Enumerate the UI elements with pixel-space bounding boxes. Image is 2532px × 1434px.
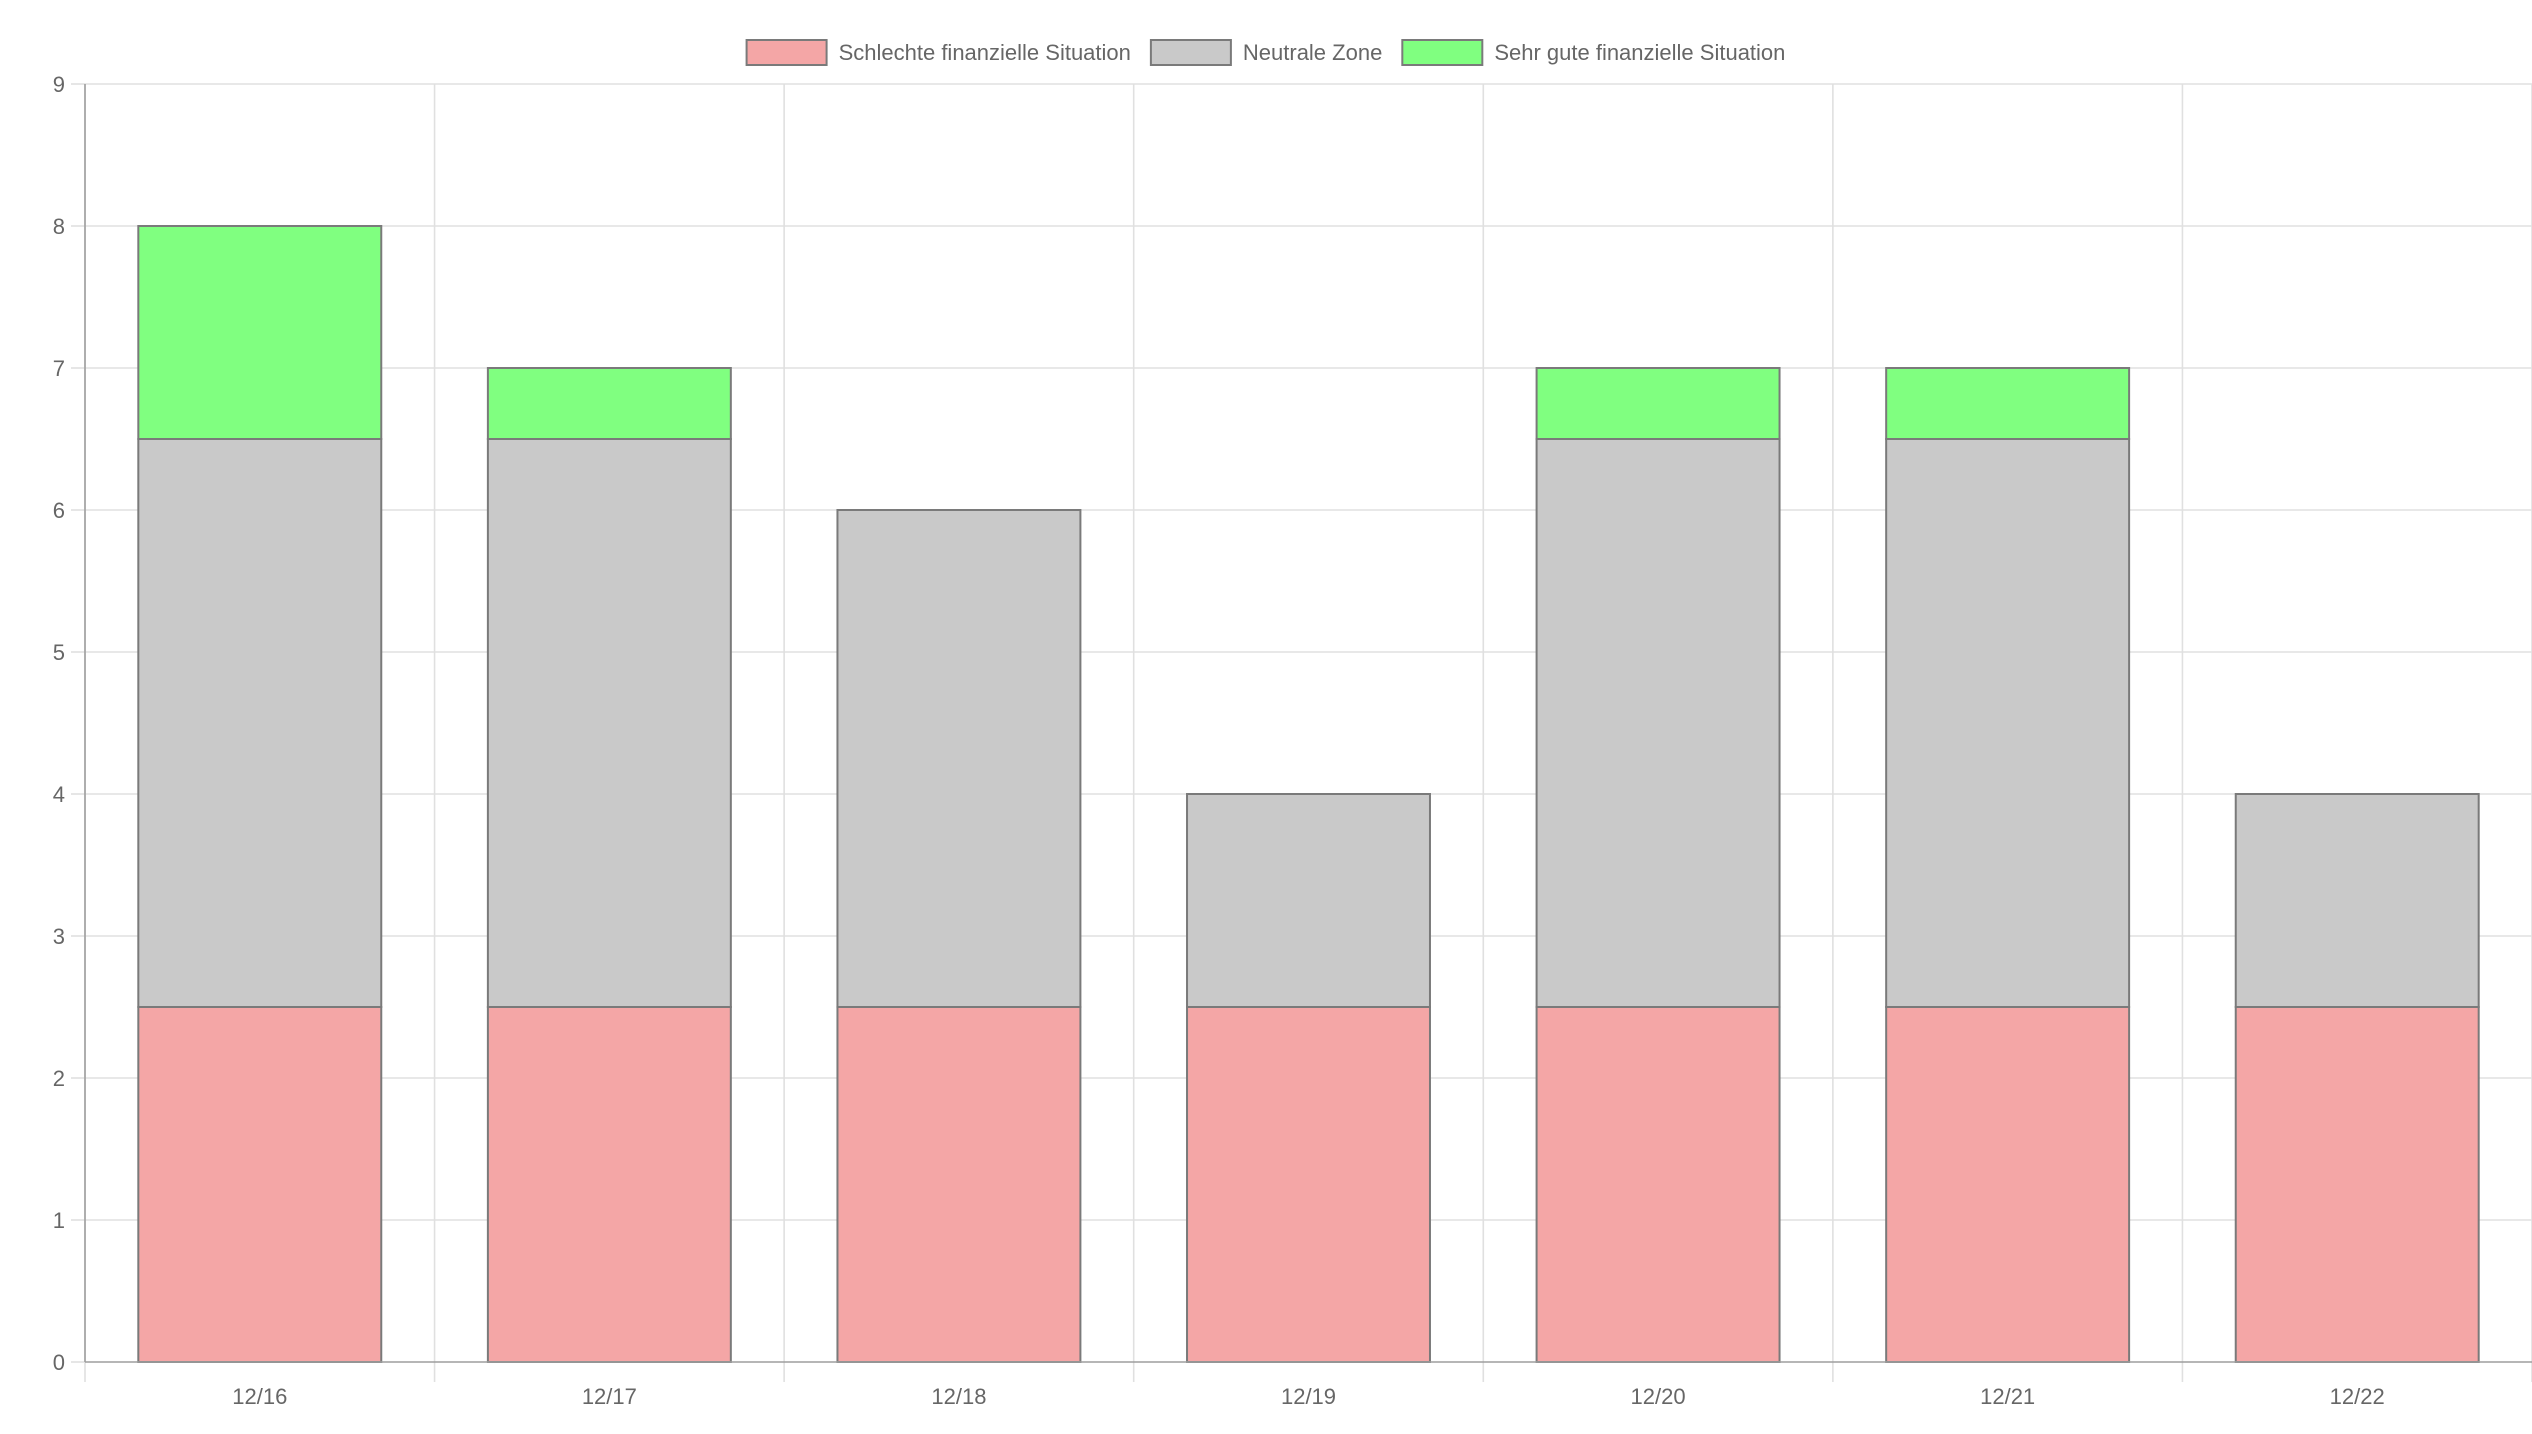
bar-segment-12-19-series-0 [1186, 1006, 1431, 1363]
bar-segment-12-21-series-0 [1885, 1006, 2131, 1363]
chart-bars [137, 225, 2480, 1363]
x-tick-label: 12/18 [931, 1384, 986, 1409]
bar-segment-12-21-series-1 [1885, 438, 2131, 1008]
y-tick-label: 6 [53, 498, 65, 523]
y-tick-label: 0 [53, 1350, 65, 1375]
x-tick-label: 12/17 [582, 1384, 637, 1409]
y-tick-label: 4 [53, 782, 65, 807]
y-tick-label: 9 [53, 72, 65, 97]
chart-legend: Schlechte finanzielle Situation Neutrale … [745, 39, 1785, 66]
legend-label-0[interactable]: Schlechte finanzielle Situation [839, 40, 1131, 65]
legend-swatch-1[interactable] [1149, 39, 1232, 66]
bar-segment-12-20-series-0 [1535, 1006, 1781, 1363]
bar-segment-12-16-series-1 [137, 438, 383, 1008]
legend-swatch-0[interactable] [745, 39, 828, 66]
bar-segment-12-22-series-0 [2234, 1006, 2480, 1363]
y-tick-label: 2 [53, 1066, 65, 1091]
bar-segment-12-17-series-0 [486, 1006, 732, 1363]
bar-segment-12-19-series-1 [1186, 793, 1431, 1008]
x-tick-label: 12/22 [2330, 1384, 2385, 1409]
legend-label-2[interactable]: Sehr gute finanzielle Situation [1494, 40, 1785, 65]
bar-segment-12-16-series-0 [137, 1006, 383, 1363]
legend-swatch-2[interactable] [1401, 39, 1484, 66]
x-tick-label: 12/21 [1980, 1384, 2035, 1409]
bar-segment-12-18-series-1 [836, 509, 1082, 1008]
bar-segment-12-21-series-2 [1885, 367, 2131, 440]
x-tick-label: 12/16 [232, 1384, 287, 1409]
bar-segment-12-17-series-2 [486, 367, 732, 440]
y-tick-label: 5 [53, 640, 65, 665]
y-tick-label: 8 [53, 214, 65, 239]
y-tick-label: 1 [53, 1208, 65, 1233]
bar-segment-12-20-series-1 [1535, 438, 1781, 1008]
chart-axes: 0 1 2 3 4 5 6 7 8 9 12/16 12/17 12/18 12/19 12/20 12/21… [53, 72, 2532, 1409]
x-tick-label: 12/20 [1631, 1384, 1686, 1409]
bar-segment-12-16-series-2 [137, 225, 383, 440]
y-tick-label: 3 [53, 924, 65, 949]
bar-segment-12-20-series-2 [1535, 367, 1781, 440]
legend-label-1[interactable]: Neutrale Zone [1243, 40, 1382, 65]
bar-segment-12-22-series-1 [2234, 793, 2480, 1008]
y-tick-label: 7 [53, 356, 65, 381]
x-tick-label: 12/19 [1281, 1384, 1336, 1409]
bar-segment-12-18-series-0 [836, 1006, 1082, 1363]
bar-segment-12-17-series-1 [486, 438, 732, 1008]
